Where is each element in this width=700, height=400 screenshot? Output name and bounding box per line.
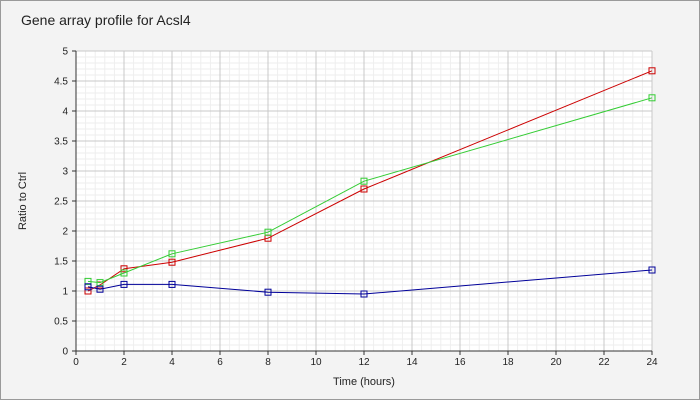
data-point bbox=[84, 287, 92, 295]
chart-title: Gene array profile for Acsl4 bbox=[21, 12, 191, 28]
data-point bbox=[168, 258, 176, 266]
series-line bbox=[87, 97, 653, 284]
series-1 bbox=[84, 67, 656, 295]
data-point bbox=[84, 283, 92, 291]
y-tick-label: 0.5 bbox=[54, 317, 68, 328]
x-tick-label: 4 bbox=[169, 357, 175, 368]
data-point bbox=[360, 177, 368, 185]
series-line bbox=[87, 269, 653, 295]
y-axis-ticks: 0 0.5 1 1.5 2 2.5 3 3.5 4 4.5 5 bbox=[54, 47, 76, 358]
y-tick-label: 4 bbox=[62, 107, 68, 118]
data-point bbox=[648, 266, 656, 274]
data-point bbox=[84, 277, 92, 285]
x-tick-label: 20 bbox=[550, 357, 562, 368]
y-tick-label: 3 bbox=[62, 167, 68, 178]
y-tick-label: 1.5 bbox=[54, 257, 68, 268]
y-tick-label: 2.5 bbox=[54, 197, 68, 208]
x-tick-label: 24 bbox=[646, 357, 658, 368]
data-point bbox=[360, 290, 368, 298]
x-tick-label: 8 bbox=[265, 357, 271, 368]
series-2 bbox=[84, 94, 656, 287]
y-tick-label: 2 bbox=[62, 227, 68, 238]
x-axis-title: Time (hours) bbox=[333, 376, 395, 388]
x-tick-label: 22 bbox=[598, 357, 610, 368]
y-tick-label: 1 bbox=[62, 287, 68, 298]
data-point bbox=[120, 265, 128, 273]
data-point bbox=[264, 228, 272, 236]
y-tick-label: 3.5 bbox=[54, 137, 68, 148]
data-point bbox=[168, 250, 176, 258]
x-axis-ticks: 0 2 4 6 8 10 12 14 16 18 20 22 24 bbox=[73, 351, 658, 368]
data-point bbox=[168, 280, 176, 288]
data-point bbox=[648, 94, 656, 102]
y-axis-title: Ratio to Ctrl bbox=[17, 172, 29, 230]
series-layer bbox=[84, 67, 656, 298]
y-tick-label: 5 bbox=[62, 47, 68, 58]
y-tick-label: 4.5 bbox=[54, 77, 68, 88]
x-tick-label: 12 bbox=[358, 357, 370, 368]
data-point bbox=[264, 288, 272, 296]
y-tick-label: 0 bbox=[62, 347, 68, 358]
data-point bbox=[120, 269, 128, 277]
x-tick-label: 14 bbox=[406, 357, 418, 368]
series-3 bbox=[84, 266, 656, 298]
x-tick-label: 0 bbox=[73, 357, 79, 368]
x-tick-label: 2 bbox=[121, 357, 127, 368]
x-tick-label: 6 bbox=[217, 357, 223, 368]
series-line bbox=[87, 70, 653, 292]
data-point bbox=[648, 67, 656, 75]
data-point bbox=[96, 279, 104, 287]
data-point bbox=[360, 185, 368, 193]
x-tick-label: 18 bbox=[502, 357, 514, 368]
data-point bbox=[96, 285, 104, 293]
data-point bbox=[120, 280, 128, 288]
x-tick-label: 10 bbox=[310, 357, 322, 368]
x-tick-label: 16 bbox=[454, 357, 466, 368]
